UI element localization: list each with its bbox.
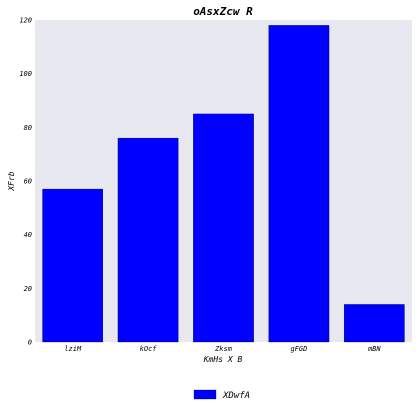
x-tick-label: Zksm bbox=[214, 345, 233, 353]
bar-kOcf bbox=[117, 137, 179, 343]
x-tick-label: mBN bbox=[367, 345, 381, 353]
chart-title: oAsxZcw R bbox=[193, 5, 253, 18]
y-tick-label: 60 bbox=[24, 178, 32, 186]
bar-lziM bbox=[42, 188, 104, 343]
legend-label: XDwfA bbox=[222, 391, 250, 401]
y-tick-label: 20 bbox=[24, 285, 32, 293]
bar-gFGD bbox=[268, 25, 330, 343]
legend: XDwfA bbox=[193, 389, 250, 401]
x-tick-label: kOcf bbox=[140, 345, 158, 353]
y-axis-label: XFrb bbox=[7, 171, 16, 191]
bar-Zksm bbox=[193, 113, 254, 343]
legend-swatch bbox=[193, 389, 217, 400]
x-axis-ticks: lziM kOcf Zksm gFGD mBN bbox=[64, 345, 381, 353]
y-tick-label: 120 bbox=[19, 17, 32, 25]
y-tick-label: 100 bbox=[19, 70, 32, 78]
y-tick-label: 40 bbox=[24, 231, 32, 239]
x-axis-label: KmHs X B bbox=[203, 355, 243, 364]
x-tick-label: gFGD bbox=[290, 345, 307, 353]
bar-mBN bbox=[343, 304, 405, 343]
y-tick-label: 80 bbox=[24, 124, 32, 132]
y-tick-label: 0 bbox=[28, 339, 32, 347]
x-tick-label: lziM bbox=[64, 345, 82, 353]
bars-group bbox=[42, 25, 405, 343]
y-axis-ticks: 0 20 40 60 80 100 120 bbox=[19, 17, 32, 347]
